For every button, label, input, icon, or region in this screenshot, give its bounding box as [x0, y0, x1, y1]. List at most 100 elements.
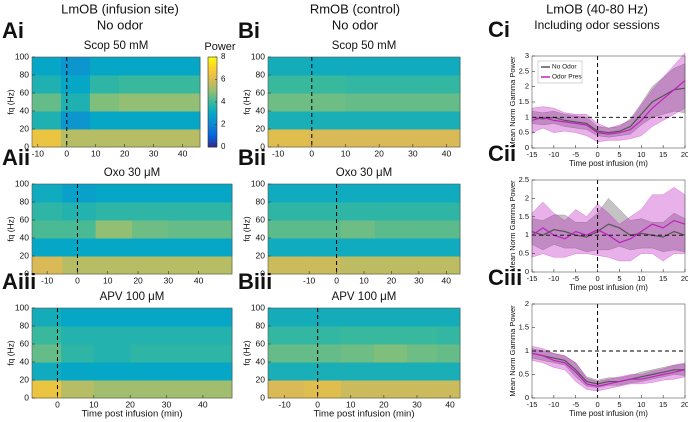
heatmap-cell [147, 75, 176, 94]
heatmap-cell [407, 362, 438, 381]
heatmap-cell [379, 93, 414, 112]
x-tick-label: -5 [572, 274, 579, 283]
colorbar-slice [208, 124, 217, 128]
heatmap-cell [201, 380, 233, 399]
x-tick-label: 20 [681, 274, 688, 283]
x-axis-label: Time post infusion (m) [569, 283, 648, 292]
heatmap-cell [95, 184, 133, 203]
heatmap-cell [412, 75, 441, 94]
x-axis-label: Time post infusion (m) [569, 159, 648, 168]
heatmap-cell [32, 111, 62, 130]
heatmap-cell [168, 202, 204, 221]
heatmap-cell [166, 308, 202, 327]
colorbar-slice [208, 138, 217, 141]
colorbar-slice [208, 135, 217, 139]
column-subtitle: No odor [97, 17, 144, 32]
heatmap-cell [268, 129, 309, 148]
heatmap-cell [268, 256, 306, 275]
heatmap-cell [436, 220, 461, 239]
y-tick-label: 40 [20, 356, 30, 366]
heatmap-cell [166, 344, 202, 363]
heatmap-cell [168, 220, 204, 239]
colorbar-slice [208, 90, 217, 94]
heatmap-cell [305, 238, 342, 257]
heatmap-cell [203, 220, 233, 239]
x-tick-label: 10 [637, 400, 645, 409]
legend-label: Odor Pres [552, 74, 582, 81]
heatmap-cell [436, 380, 461, 399]
column-subtitle: No odor [332, 17, 379, 32]
colorbar-tick-label: 4 [221, 97, 226, 106]
colorbar-slice [208, 106, 217, 110]
legend-label: No Odor [552, 64, 577, 71]
heatmap-cell [439, 111, 461, 130]
heatmap-cell [436, 202, 461, 221]
x-tick-label: 20 [379, 399, 389, 409]
colorbar-tick-label: 6 [221, 75, 226, 84]
plot-frame [531, 179, 686, 273]
heatmap-cell [340, 238, 376, 257]
y-axis-label: Mean Norm Gamma Power [508, 305, 517, 397]
panel-label: Aiii [2, 269, 36, 294]
heatmap-cell [436, 238, 461, 257]
heatmap-cell [203, 184, 233, 203]
y-tick-label: 40 [256, 105, 266, 115]
y-tick-label: 60 [256, 214, 266, 224]
y-tick-label: 20 [20, 123, 30, 133]
heatmap-cell [62, 184, 97, 203]
y-tick-label: 60 [20, 338, 30, 348]
heatmap-cell [32, 362, 62, 381]
heatmap-cell [379, 111, 414, 130]
heatmap-cell [305, 202, 342, 221]
colorbar-tick-label: 2 [221, 120, 226, 129]
mean-line [531, 87, 686, 134]
y-tick-label: 0.5 [519, 369, 529, 378]
heatmap-cell [340, 344, 375, 363]
y-axis-label: fq (Hz) [5, 89, 15, 115]
colorbar-slice [208, 70, 217, 74]
x-tick-label: 15 [659, 400, 667, 409]
x-tick-label: 10 [359, 275, 369, 285]
x-tick-label: 15 [659, 150, 667, 159]
heatmap-cell [379, 129, 414, 148]
colorbar-slice [208, 99, 217, 103]
colorbar-slice [208, 115, 217, 119]
colorbar-slice [208, 72, 217, 76]
heatmap-cell [32, 308, 62, 327]
heatmap-cell [168, 184, 204, 203]
heatmap-cell [32, 256, 63, 275]
x-tick-label: 0 [595, 150, 599, 159]
x-tick-label: 40 [445, 399, 455, 409]
heatmap-cell [305, 184, 342, 203]
heatmap-cell [32, 380, 62, 399]
x-tick-label: 10 [103, 275, 113, 285]
heatmap-cell [379, 75, 414, 94]
heatmap-cell [304, 308, 342, 327]
heatmap-cell [308, 129, 346, 148]
x-tick-label: 20 [133, 275, 143, 285]
x-tick-label: 10 [346, 399, 356, 409]
heatmap-cell [201, 326, 233, 345]
heatmap-cell [60, 75, 91, 94]
colorbar-slice [208, 86, 217, 89]
heatmap-cell [89, 75, 120, 94]
heatmap-cell [132, 256, 169, 275]
y-tick-label: 100 [251, 178, 265, 188]
x-tick-label: 0 [55, 399, 60, 409]
x-tick-label: -10 [303, 275, 316, 285]
heatmap-cell [407, 220, 438, 239]
y-tick-label: 0 [525, 267, 529, 276]
heatmap-cell [32, 57, 62, 76]
mean-line [531, 223, 686, 238]
y-tick-label: 2.5 [519, 175, 529, 184]
heatmap-cell [407, 344, 438, 363]
heatmap-cell [62, 238, 97, 257]
colorbar-slice [208, 122, 217, 125]
colorbar-slice [208, 126, 217, 130]
x-axis-label: Time post infusion (m) [569, 409, 648, 418]
heatmap-cell [62, 220, 97, 239]
y-tick-label: 0 [260, 392, 265, 402]
plot-title: Scop 50 mM [84, 40, 149, 52]
x-tick-label: 20 [387, 275, 397, 285]
y-tick-label: 2 [525, 193, 529, 202]
